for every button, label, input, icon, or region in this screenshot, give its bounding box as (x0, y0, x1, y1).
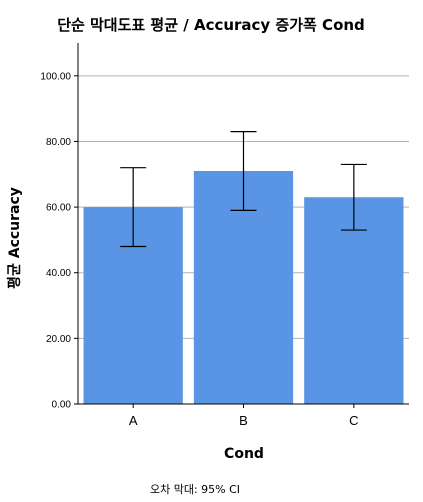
y-tick-labels: 0.00 20.00 40.00 60.00 80.00 100.00 (40, 71, 78, 411)
y-axis-label: 평균 Accuracy (6, 187, 23, 289)
y-tick-label: 20.00 (46, 334, 71, 345)
y-tick-label: 100.00 (40, 71, 71, 82)
chart-title: 단순 막대도표 평균 / Accuracy 증가폭 Cond (57, 16, 365, 34)
error-bar-footnote: 오차 막대: 95% CI (150, 483, 240, 496)
error-bars (120, 131, 367, 248)
x-tick-label: C (349, 413, 358, 428)
y-tick-label: 40.00 (46, 268, 71, 279)
y-tick-label: 60.00 (46, 203, 71, 214)
x-tick-labels: A B C (129, 404, 359, 428)
bar-C (304, 197, 404, 404)
x-tick-label: A (129, 413, 138, 428)
x-tick-label: B (239, 413, 248, 428)
x-axis-label: Cond (224, 446, 264, 462)
y-tick-label: 80.00 (46, 137, 71, 148)
bars (83, 170, 404, 404)
y-tick-label: 0.00 (52, 400, 72, 411)
